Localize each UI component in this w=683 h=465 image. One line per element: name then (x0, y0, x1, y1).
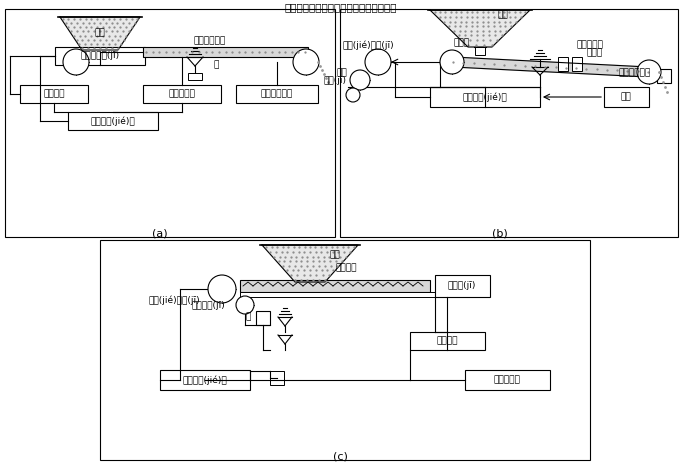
Text: (a): (a) (152, 228, 168, 238)
Bar (240, 292, 435, 297)
Text: 料斗: 料斗 (330, 251, 341, 259)
Bar (143, 85, 221, 103)
Circle shape (293, 49, 319, 75)
Bar (240, 280, 430, 292)
Text: 重量給定: 重量給定 (43, 89, 65, 99)
Text: 物料載送裝置: 物料載送裝置 (194, 36, 226, 46)
Bar (340, 9, 678, 237)
Text: 等分截取裝置: 等分截取裝置 (261, 89, 293, 99)
Bar (435, 275, 490, 297)
Text: 電子調節(jié)器: 電子調節(jié)器 (462, 92, 507, 102)
Bar (100, 240, 590, 460)
Bar (558, 57, 568, 71)
Bar (465, 370, 550, 390)
Text: 測速: 測速 (336, 68, 347, 78)
Text: 計量給定值: 計量給定值 (494, 376, 520, 385)
Circle shape (346, 88, 360, 102)
Bar (430, 87, 540, 107)
Text: 電機(jī): 電機(jī) (324, 77, 347, 86)
Circle shape (365, 49, 391, 75)
Text: (b): (b) (492, 228, 508, 238)
Circle shape (637, 60, 661, 84)
Text: 同步電機(jī): 同步電機(jī) (191, 300, 225, 310)
Text: 可控給料機(jī): 可控給料機(jī) (81, 52, 120, 60)
Bar (20, 85, 88, 103)
Text: 料斗: 料斗 (95, 28, 105, 38)
Bar (236, 85, 318, 103)
Text: 調節(jié)電機(jī): 調節(jié)電機(jī) (342, 40, 394, 50)
Text: 電子調節(jié)器: 電子調節(jié)器 (182, 375, 227, 385)
Bar (475, 47, 485, 55)
Bar (604, 87, 649, 107)
Text: 檢重傳感器: 檢重傳感器 (169, 89, 195, 99)
Text: 等分截取裝置: 等分截取裝置 (619, 68, 651, 78)
Text: 料倉: 料倉 (498, 11, 509, 20)
Text: (c): (c) (333, 451, 348, 461)
Text: 秤裝置: 秤裝置 (587, 48, 603, 58)
Text: 給料螺旋: 給料螺旋 (335, 264, 357, 272)
Polygon shape (60, 17, 140, 50)
Text: 秤: 秤 (213, 60, 219, 69)
Text: 秤: 秤 (245, 312, 251, 321)
Bar (256, 311, 270, 325)
Text: 給定: 給定 (621, 93, 631, 101)
Bar (410, 332, 485, 350)
Text: 連續式全自動包装機計重供給的自動控制: 連續式全自動包装機計重供給的自動控制 (285, 2, 398, 12)
Text: 調節(jié)電機(jī): 調節(jié)電機(jī) (148, 295, 200, 305)
Circle shape (440, 50, 464, 74)
Polygon shape (453, 57, 648, 77)
Text: 載物輸送帶: 載物輸送帶 (576, 40, 604, 49)
Circle shape (350, 70, 370, 90)
Bar (68, 112, 158, 130)
Text: 電子調節(jié)器: 電子調節(jié)器 (91, 116, 135, 126)
Bar (188, 73, 202, 80)
Bar (270, 371, 284, 385)
Polygon shape (262, 245, 358, 282)
Bar (55, 47, 145, 65)
Text: 稱量機(jī): 稱量機(jī) (448, 281, 476, 291)
Text: 檢測裝置: 檢測裝置 (436, 337, 458, 345)
Bar (143, 47, 308, 57)
Text: 靜閘門: 靜閘門 (454, 39, 470, 47)
Bar (657, 69, 671, 83)
Bar (5, 9, 335, 237)
Bar (160, 370, 250, 390)
Polygon shape (430, 10, 530, 47)
Circle shape (236, 296, 254, 314)
Bar (572, 57, 582, 71)
Circle shape (63, 49, 89, 75)
Circle shape (208, 275, 236, 303)
